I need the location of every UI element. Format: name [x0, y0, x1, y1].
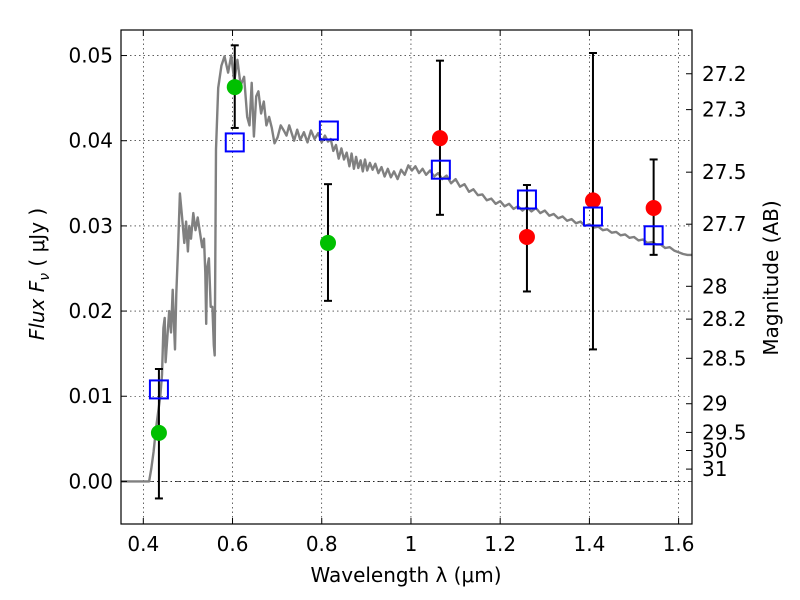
x-tick-label: 0.4 — [127, 532, 159, 556]
y-tick-label: 0.05 — [68, 44, 113, 68]
y2-axis-label: Magnitude (AB) — [759, 200, 783, 355]
data-point — [584, 192, 601, 209]
x-tick-label: 1 — [405, 532, 418, 556]
y-tick-label: 0.04 — [68, 129, 113, 153]
model-point — [148, 379, 169, 400]
mag-tick-label: 31 — [702, 457, 727, 481]
data-point — [319, 234, 336, 251]
x-tick-label: 0.8 — [306, 532, 338, 556]
mag-tick-label: 27.5 — [702, 160, 747, 184]
tick-labels: 0.4 0.6 0.8 1 1.2 1.4 1.6 0.00 0.01 0.02 0.03 0.04 0… — [68, 44, 746, 556]
model-point — [224, 132, 245, 153]
data-point — [518, 228, 535, 245]
y-tick-label: 0.00 — [68, 469, 113, 493]
y-tick-label: 0.03 — [68, 214, 113, 238]
y-axis-label-sub: ν — [37, 273, 53, 281]
x-tick-label: 1.6 — [663, 532, 695, 556]
y-tick-label: 0.01 — [68, 384, 113, 408]
plot-frame — [120, 29, 693, 525]
y-axis-label-main: Flux F — [25, 280, 49, 340]
model-point — [582, 206, 603, 227]
x-tick-label: 1.2 — [484, 532, 516, 556]
y-tick-label: 0.02 — [68, 299, 113, 323]
mag-tick-label: 29 — [702, 392, 727, 416]
x-axis-label: Wavelength λ (μm) — [310, 563, 501, 587]
mag-tick-label: 28 — [702, 274, 727, 298]
model-point — [516, 189, 537, 210]
mag-tick-label: 27.3 — [702, 98, 747, 122]
x-tick-label: 0.6 — [217, 532, 249, 556]
data-point — [645, 200, 662, 217]
model-point — [318, 120, 339, 141]
mag-tick-label: 28.5 — [702, 346, 747, 370]
tick-marks — [121, 30, 692, 524]
mag-tick-label: 29.5 — [702, 420, 747, 444]
data-point — [226, 79, 243, 96]
y-axis-label-unit: ( μJy ) — [25, 208, 49, 273]
mag-tick-label: 30 — [702, 438, 727, 462]
mag-tick-label: 27.7 — [702, 212, 747, 236]
mag-tick-label: 27.2 — [702, 62, 747, 86]
y-axis-label: Flux Fν ( μJy ) — [25, 208, 53, 340]
mag-tick-label: 28.2 — [702, 307, 747, 331]
data-point — [150, 424, 167, 441]
model-spectrum-line — [121, 54, 692, 483]
series-layer — [121, 44, 692, 500]
data-point — [431, 130, 448, 147]
model-point — [643, 225, 664, 246]
model-point — [430, 159, 451, 180]
x-tick-label: 1.4 — [573, 532, 605, 556]
